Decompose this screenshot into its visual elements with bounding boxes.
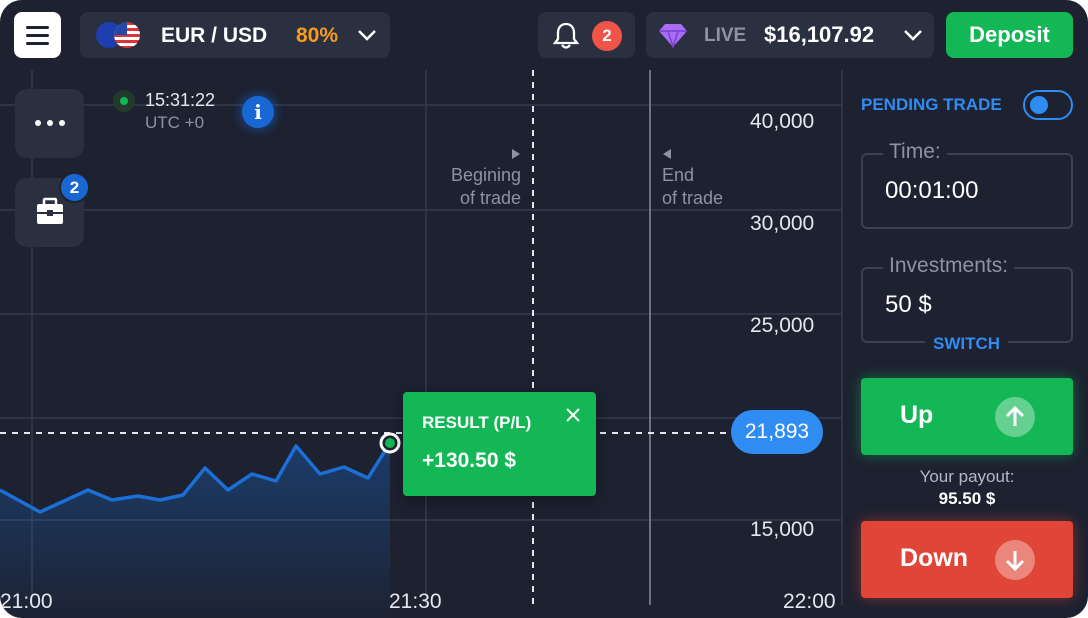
notifications-button[interactable]: 2 (538, 12, 635, 58)
portfolio-count-badge: 2 (59, 172, 90, 203)
clock-time: 15:31:22 (145, 90, 216, 110)
payout-value: 95.50 $ (938, 489, 996, 508)
more-options-button[interactable] (15, 89, 84, 158)
arrow-up-icon (995, 397, 1035, 437)
more-dots-icon (35, 120, 65, 126)
x-tick-label: 22:00 (783, 590, 836, 613)
bell-icon (552, 22, 580, 49)
diamond-icon (659, 24, 687, 48)
deposit-button[interactable]: Deposit (946, 12, 1073, 58)
down-button[interactable]: Down (861, 521, 1073, 598)
clock-timezone: UTC +0 (145, 113, 205, 132)
down-label: Down (900, 544, 969, 572)
up-label: Up (900, 401, 934, 429)
us-flag-icon (114, 22, 140, 48)
current-price-point-core (385, 438, 395, 448)
price-line (0, 442, 392, 514)
asset-name: EUR / USD (161, 24, 268, 47)
result-popup: RESULT (P/L) +130.50 $ (403, 392, 596, 496)
y-tick-label: 15,000 (750, 518, 815, 541)
menu-icon (26, 42, 49, 45)
menu-icon (26, 34, 49, 37)
result-value: +130.50 $ (422, 449, 517, 472)
clock-status-icon (113, 90, 135, 112)
close-icon[interactable] (564, 406, 582, 424)
account-type-label: LIVE (704, 25, 747, 46)
pending-trade-toggle[interactable] (1023, 90, 1073, 120)
begin-trade-label: Begining of trade (450, 165, 521, 208)
payout-label: Your payout: (919, 467, 1015, 486)
investment-value: 50 $ (885, 291, 932, 318)
end-trade-arrow-icon (663, 149, 671, 159)
current-price-tag: 21,893 (731, 410, 823, 454)
asset-payout-percent: 80% (296, 24, 339, 47)
begin-trade-arrow-icon (512, 149, 520, 159)
y-tick-label: 25,000 (750, 314, 815, 337)
asset-selector[interactable]: EUR / USD 80% (80, 12, 390, 58)
result-title: RESULT (P/L) (422, 413, 532, 432)
notification-count-badge: 2 (592, 21, 622, 51)
chevron-down-icon (904, 30, 922, 41)
y-tick-label: 40,000 (750, 110, 815, 133)
price-area (0, 443, 390, 618)
arrow-down-icon (995, 540, 1035, 580)
pending-trade-label: PENDING TRADE (861, 95, 1002, 114)
x-tick-label: 21:00 (0, 590, 53, 613)
investment-field[interactable]: Investments: 50 $ SWITCH (861, 254, 1073, 354)
up-button[interactable]: Up (861, 378, 1073, 455)
menu-button[interactable] (14, 12, 61, 58)
switch-button[interactable]: SWITCH (925, 334, 1009, 354)
info-icon[interactable]: i (242, 96, 274, 128)
account-balance: $16,107.92 (764, 22, 875, 47)
time-field[interactable]: Time: 00:01:00 (861, 140, 1073, 229)
briefcase-icon (37, 197, 63, 224)
time-value: 00:01:00 (885, 177, 979, 204)
menu-icon (26, 26, 49, 29)
end-trade-label: End of trade (662, 165, 724, 208)
x-tick-label: 21:30 (389, 590, 442, 613)
chevron-down-icon (358, 30, 376, 41)
time-label: Time: (883, 140, 947, 164)
account-selector[interactable]: LIVE $16,107.92 (646, 12, 934, 58)
investment-label: Investments: (883, 254, 1015, 278)
y-tick-label: 30,000 (750, 212, 815, 235)
